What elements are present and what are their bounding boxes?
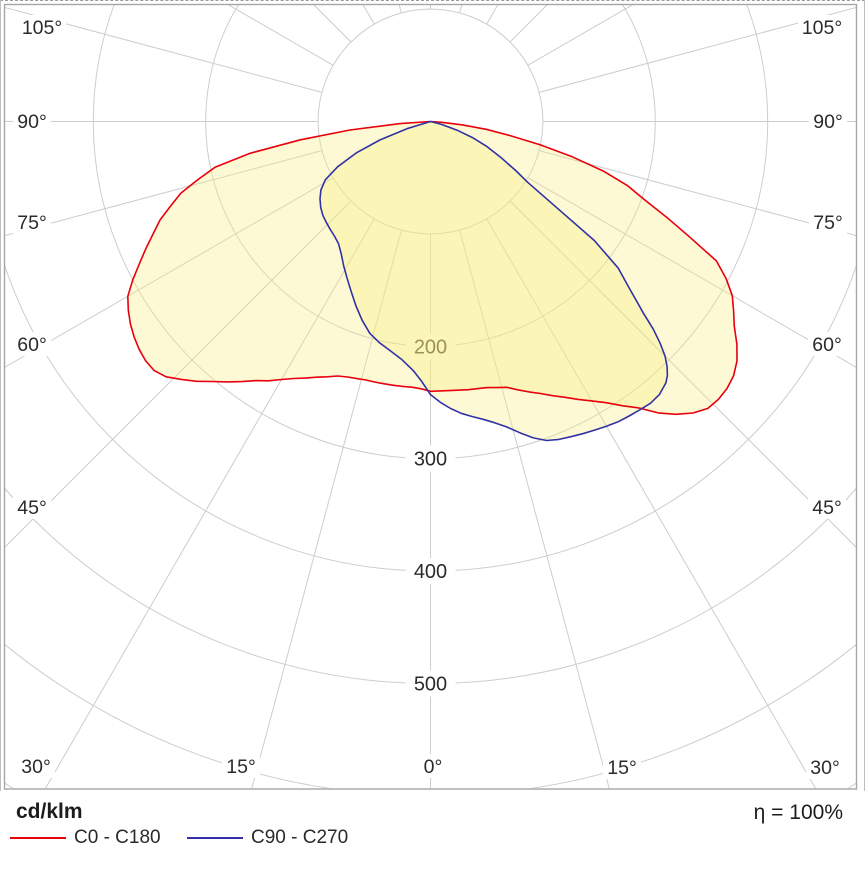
ring-label-200: 200 — [414, 336, 447, 358]
grid-ray--105 — [4, 6, 323, 93]
grid-ray-15 — [459, 229, 610, 789]
grid-ray--15 — [251, 229, 402, 789]
angle-label-box-0 — [18, 15, 66, 39]
angle-label-7: 0° — [424, 756, 443, 778]
legend-item-c0-c180: C0 - C180 — [74, 827, 161, 848]
curve-fills — [127, 121, 738, 441]
angle-label-10: 45° — [812, 497, 842, 519]
angle-label-5: 30° — [21, 756, 51, 778]
angle-label-12: 75° — [813, 212, 843, 234]
grid-ray-165 — [459, 4, 463, 14]
angle-label-8: 15° — [607, 757, 637, 779]
grid-ray--165 — [398, 4, 402, 14]
angle-label-0: 105° — [22, 17, 62, 39]
grid-ray--60 — [4, 177, 334, 368]
ring-label-500: 500 — [414, 674, 447, 696]
angle-label-box-6 — [222, 754, 260, 778]
angle-labels: 105° 90° 75° 60° 45° 30° 15° 0° 15° 30° 45° 60° 75° 9… — [13, 15, 847, 779]
legend-item-c90-c270: C90 - C270 — [251, 827, 349, 848]
angle-label-13: 90° — [813, 111, 843, 133]
angle-label-11: 60° — [812, 334, 842, 356]
grid-ray-45 — [509, 200, 857, 549]
angle-label-4: 45° — [17, 497, 47, 519]
grid-ray-60 — [527, 177, 857, 368]
ring-value-labels: 200 300 400 500 — [405, 333, 456, 697]
angle-label-box-10 — [808, 495, 846, 519]
ring-label-box-400 — [405, 558, 456, 585]
angle-label-box-12 — [809, 210, 847, 234]
legend-line-c90-c270 — [187, 837, 243, 839]
legend-line-c0-c180 — [10, 837, 66, 839]
curve-c90-c270 — [319, 120, 669, 442]
angle-label-box-9 — [806, 755, 844, 779]
angle-label-box-11 — [808, 332, 846, 356]
left-edge-border — [0, 0, 1, 879]
curve-fill-c0-c180 — [127, 121, 738, 415]
units-label: cd/klm — [16, 800, 83, 823]
angle-label-9: 30° — [810, 757, 840, 779]
ring-label-400: 400 — [414, 561, 447, 583]
ring-label-box-300 — [405, 445, 456, 472]
grid-ray--30 — [44, 218, 375, 789]
ring-label-box-500 — [405, 670, 456, 697]
curve-c0-c180 — [127, 120, 738, 416]
curve-lines — [127, 120, 738, 442]
angle-label-box-14 — [798, 15, 846, 39]
grid-ray-75 — [538, 150, 857, 237]
grid-ray--45 — [4, 200, 352, 549]
angle-label-box-1 — [13, 109, 51, 133]
curve-fill-c90-c270 — [320, 121, 668, 441]
angle-label-box-3 — [13, 332, 51, 356]
angle-label-14: 105° — [802, 17, 842, 39]
angle-label-1: 90° — [17, 111, 47, 133]
angle-label-box-8 — [603, 755, 641, 779]
angle-label-box-13 — [809, 109, 847, 133]
angle-label-3: 60° — [17, 334, 47, 356]
efficiency-label: η = 100% — [753, 801, 843, 824]
plot-area-border — [3, 3, 858, 790]
top-edge-border — [0, 0, 865, 1]
ring-label-box-200 — [405, 333, 456, 360]
angle-label-6: 15° — [226, 756, 256, 778]
grid-ray--75 — [4, 150, 323, 237]
ring-label-300: 300 — [414, 449, 447, 471]
angle-label-box-4 — [13, 495, 51, 519]
grid-ray-105 — [538, 6, 857, 93]
angle-label-2: 75° — [17, 212, 47, 234]
angle-label-box-7 — [419, 754, 447, 778]
legend-strip: cd/klm η = 100% C0 - C180 C90 - C270 — [0, 791, 865, 879]
grid-ray-30 — [486, 218, 817, 789]
angle-label-box-5 — [17, 754, 55, 778]
angle-label-box-2 — [13, 210, 51, 234]
